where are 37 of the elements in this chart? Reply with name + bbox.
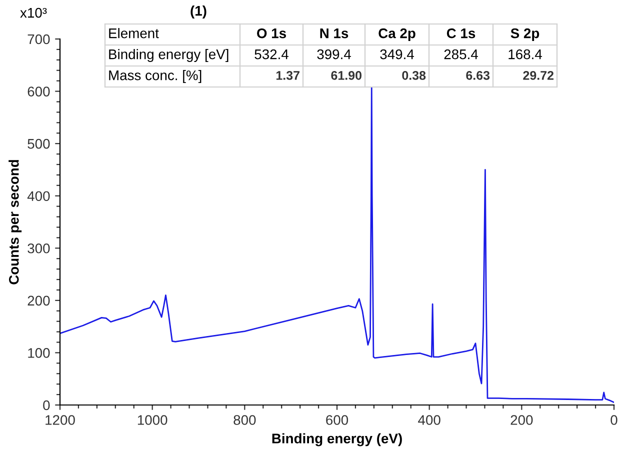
annotation: S 2p <box>510 28 540 41</box>
text: C 1s <box>446 28 476 38</box>
text: x10³ <box>20 8 47 18</box>
annotation: Binding energy [eV] <box>109 49 228 62</box>
y-tick-label: 400 <box>27 191 50 202</box>
chart-title: (1) <box>190 6 206 18</box>
annotation: 1.37 <box>276 71 300 80</box>
annotation: 399.4 <box>317 49 351 60</box>
y-tick-label: 100 <box>28 348 50 358</box>
annotation: 0.38 <box>402 71 426 80</box>
text: N 1s <box>320 28 348 38</box>
x-tick-label: 1000 <box>138 415 168 425</box>
x-axis-title: Binding energy (eV) <box>272 433 402 446</box>
y-tick-label: 600 <box>28 86 50 96</box>
text: Element <box>109 28 159 38</box>
y-tick-label: 700 <box>28 34 50 44</box>
annotation: Ca 2p <box>378 28 416 41</box>
x-tick-label: 200 <box>510 415 533 425</box>
annotation: Mass conc. [%] <box>109 70 202 83</box>
y-tick-label: 500 <box>28 138 50 149</box>
annotation: 61.90 <box>331 71 362 80</box>
y-tick-label: 200 <box>28 296 50 306</box>
text: O 1s <box>257 28 286 38</box>
y-axis-title: Counts per second <box>8 160 22 284</box>
annotation: 29.72 <box>523 71 554 80</box>
x-tick-label: 600 <box>326 415 348 425</box>
y-tick-label: 300 <box>28 243 50 254</box>
annotation: 349.4 <box>380 49 414 60</box>
x-tick-label: 1200 <box>46 415 75 425</box>
x-tick-label: 800 <box>234 415 256 425</box>
y-tick-label: 0 <box>43 400 50 410</box>
annotation: 532.4 <box>254 49 288 60</box>
annotation: 6.63 <box>466 71 490 80</box>
annotation: 168.4 <box>508 49 542 60</box>
annotation: 285.4 <box>444 49 478 60</box>
x-tick-label: 0 <box>610 415 618 425</box>
x-tick-label: 400 <box>418 415 440 425</box>
